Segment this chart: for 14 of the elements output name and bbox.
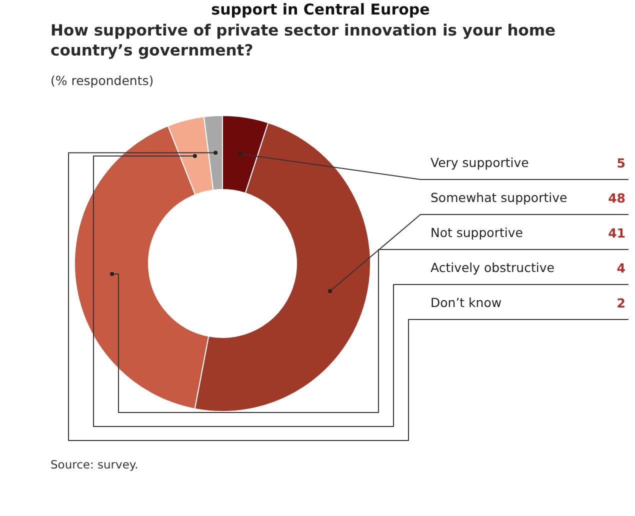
slice-label: Not supportive — [430, 225, 524, 240]
data-label: 4 — [616, 260, 626, 276]
data-label: 48 — [608, 190, 626, 206]
slice-label: Somewhat supportive — [430, 190, 568, 205]
slice-label: Very supportive — [430, 155, 530, 170]
slice-label: Actively obstructive — [430, 260, 555, 275]
data-label: 5 — [616, 156, 626, 170]
data-label: 2 — [616, 296, 626, 310]
text: support in Central Europe — [211, 0, 430, 18]
source-note: Source: survey. — [50, 458, 138, 472]
chart-subtitle: (% respondents) — [50, 73, 154, 88]
chart-title: How supportive of private sector innovation is your home country’s government? — [50, 22, 556, 60]
slice-label: Don’t know — [430, 295, 502, 310]
data-label: 41 — [608, 226, 626, 240]
